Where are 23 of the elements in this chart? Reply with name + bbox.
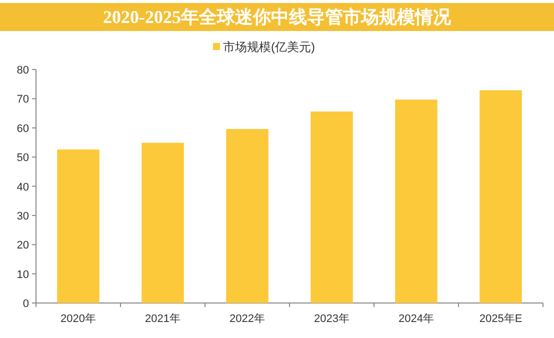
y-tick-label: 50 (16, 152, 29, 164)
bar (310, 112, 353, 303)
y-tick-label: 80 (16, 64, 29, 76)
bar (57, 149, 100, 303)
x-tick-label: 2020年 (60, 313, 96, 325)
y-tick-label: 60 (16, 122, 29, 135)
y-tick-label: 0 (22, 298, 29, 310)
chart-title: 2020-2025年全球迷你中线导管市场规模情况 (103, 7, 452, 27)
bar (395, 100, 438, 303)
x-tick-label: 2021年 (145, 313, 180, 325)
y-tick-label: 40 (16, 181, 29, 194)
y-tick-label: 10 (16, 268, 29, 281)
bar (480, 90, 522, 303)
bar (226, 129, 268, 303)
x-tick-label: 2023年 (314, 313, 350, 325)
x-tick-label: 2025年E (479, 313, 522, 325)
y-tick-label: 30 (16, 210, 29, 222)
x-tick-label: 2024年 (398, 313, 434, 325)
x-tick-label: 2022年 (230, 313, 265, 325)
bar (142, 142, 184, 303)
legend-label: 市场规模(亿美元) (223, 40, 315, 54)
y-tick-label: 70 (16, 94, 29, 106)
y-tick-label: 20 (16, 240, 29, 252)
